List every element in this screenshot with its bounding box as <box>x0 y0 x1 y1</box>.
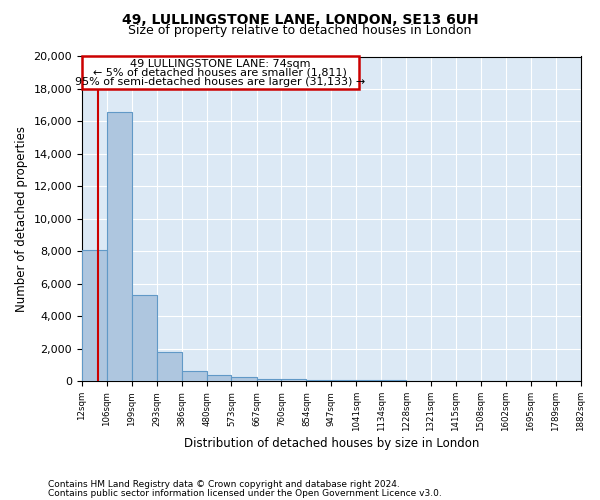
Bar <box>182 371 206 382</box>
Bar <box>307 380 331 382</box>
Bar <box>157 352 182 382</box>
Bar <box>331 380 356 382</box>
Bar <box>82 250 107 382</box>
Bar <box>257 378 281 382</box>
Bar <box>107 112 132 382</box>
Text: Size of property relative to detached houses in London: Size of property relative to detached ho… <box>128 24 472 37</box>
Bar <box>381 380 406 382</box>
Bar <box>431 380 456 382</box>
Text: Contains HM Land Registry data © Crown copyright and database right 2024.: Contains HM Land Registry data © Crown c… <box>48 480 400 489</box>
Text: Contains public sector information licensed under the Open Government Licence v3: Contains public sector information licen… <box>48 489 442 498</box>
Bar <box>232 378 257 382</box>
FancyBboxPatch shape <box>82 56 359 89</box>
X-axis label: Distribution of detached houses by size in London: Distribution of detached houses by size … <box>184 437 479 450</box>
Text: 49 LULLINGSTONE LANE: 74sqm: 49 LULLINGSTONE LANE: 74sqm <box>130 58 311 68</box>
Bar <box>356 380 381 382</box>
Bar <box>206 376 232 382</box>
Text: 49, LULLINGSTONE LANE, LONDON, SE13 6UH: 49, LULLINGSTONE LANE, LONDON, SE13 6UH <box>122 12 478 26</box>
Text: 95% of semi-detached houses are larger (31,133) →: 95% of semi-detached houses are larger (… <box>75 77 365 87</box>
Bar <box>132 296 157 382</box>
Text: ← 5% of detached houses are smaller (1,811): ← 5% of detached houses are smaller (1,8… <box>94 68 347 78</box>
Bar <box>406 380 431 382</box>
Y-axis label: Number of detached properties: Number of detached properties <box>15 126 28 312</box>
Bar <box>281 379 307 382</box>
